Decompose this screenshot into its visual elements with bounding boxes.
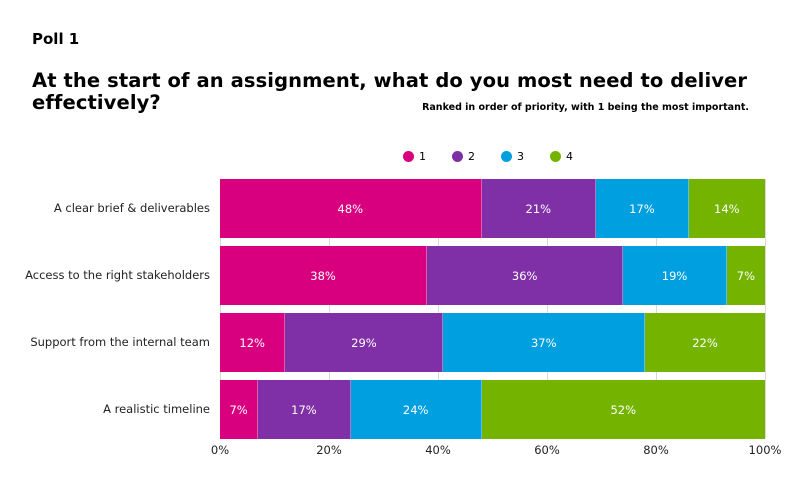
bar-segment-rank-4: 14%: [688, 179, 765, 238]
gridline: [220, 179, 221, 438]
bar-segment-rank-1: 48%: [220, 179, 482, 238]
x-tick-label: 60%: [534, 443, 560, 457]
x-tick-label: 100%: [748, 443, 782, 457]
data-label: 22%: [692, 335, 718, 350]
legend-dot-icon: [452, 151, 463, 162]
legend: 1 2 3 4: [403, 150, 599, 163]
x-tick-label: 0%: [210, 443, 230, 457]
bar-segment-rank-3: 24%: [350, 380, 482, 439]
x-tick-label: 80%: [643, 443, 669, 457]
data-label: 12%: [239, 335, 265, 350]
gridline: [329, 179, 330, 438]
bar-row: 48% 21% 17% 14%: [220, 179, 765, 238]
bar-segment-rank-2: 21%: [481, 179, 597, 238]
data-label: 17%: [291, 402, 317, 417]
legend-label: 3: [517, 150, 524, 163]
data-label: 29%: [351, 335, 377, 350]
gridline: [765, 179, 766, 438]
legend-dot-icon: [550, 151, 561, 162]
legend-item-3: 3: [501, 150, 550, 163]
bar-segment-rank-2: 36%: [427, 246, 624, 305]
bar-segment-rank-1: 38%: [220, 246, 428, 305]
data-label: 37%: [530, 335, 557, 350]
plot-area: 48% 21% 17% 14% 38% 36% 19% 7% 12% 29% 37% 22% 7% 17%…: [220, 179, 766, 439]
data-label: 21%: [525, 201, 552, 216]
bar-segment-rank-3: 19%: [623, 246, 727, 305]
bar-segment-rank-2: 17%: [258, 380, 351, 439]
poll-label: Poll 1: [32, 30, 80, 48]
legend-label: 1: [419, 150, 426, 163]
gridline: [438, 179, 439, 438]
bar-segment-rank-3: 17%: [596, 179, 689, 238]
data-label: 19%: [661, 268, 688, 283]
data-label: 52%: [610, 402, 637, 417]
chart-subtitle: Ranked in order of priority, with 1 bein…: [422, 102, 749, 113]
data-label: 48%: [337, 201, 364, 216]
bar-segment-rank-1: 7%: [220, 380, 259, 439]
bar-segment-rank-4: 52%: [481, 380, 765, 439]
x-tick-label: 20%: [316, 443, 342, 457]
data-label: 36%: [511, 268, 538, 283]
bar-row: 38% 36% 19% 7%: [220, 246, 765, 305]
legend-dot-icon: [501, 151, 512, 162]
category-label: A realistic timeline: [103, 402, 210, 416]
data-label: 7%: [736, 268, 756, 283]
bar-row: 12% 29% 37% 22%: [220, 313, 765, 372]
gridline: [547, 179, 548, 438]
legend-item-2: 2: [452, 150, 501, 163]
legend-dot-icon: [403, 151, 414, 162]
legend-item-4: 4: [550, 150, 599, 163]
data-label: 7%: [229, 402, 248, 417]
bar-row: 7% 17% 24% 52%: [220, 380, 765, 439]
bar-segment-rank-4: 22%: [645, 313, 765, 372]
data-label: 14%: [714, 201, 740, 216]
legend-label: 4: [566, 150, 573, 163]
x-tick-label: 40%: [425, 443, 451, 457]
data-label: 38%: [310, 268, 336, 283]
bar-segment-rank-3: 37%: [443, 313, 646, 372]
bar-segment-rank-1: 12%: [220, 313, 286, 372]
data-label: 24%: [402, 402, 429, 417]
category-label: Access to the right stakeholders: [25, 268, 210, 282]
legend-label: 2: [468, 150, 475, 163]
legend-item-1: 1: [403, 150, 452, 163]
bar-segment-rank-2: 29%: [285, 313, 444, 372]
category-label: A clear brief & deliverables: [53, 201, 210, 215]
category-label: Support from the internal team: [30, 335, 210, 349]
gridline: [656, 179, 657, 438]
question-title: At the start of an assignment, what do y…: [32, 69, 748, 114]
data-label: 17%: [629, 201, 655, 216]
bar-segment-rank-4: 7%: [726, 246, 765, 305]
